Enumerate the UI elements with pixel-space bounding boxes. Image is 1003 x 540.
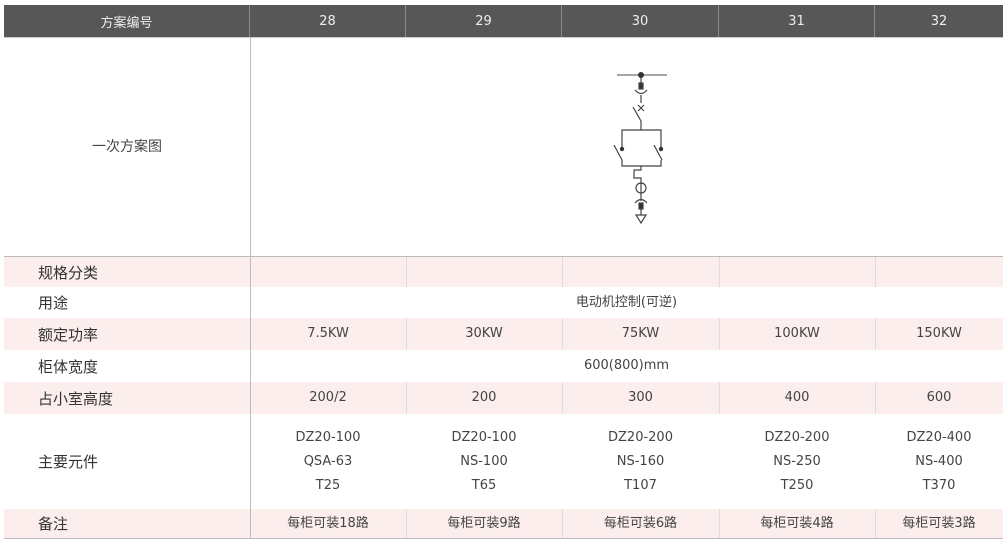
width-value: 600(800)mm — [583, 358, 670, 373]
row-label-spec: 规格分类 — [38, 263, 99, 282]
component: DZ20-400 — [906, 429, 972, 445]
height-value: 300 — [628, 390, 653, 405]
height-value: 600 — [926, 390, 952, 405]
divider — [562, 509, 563, 538]
component: T107 — [624, 477, 657, 493]
component: T370 — [922, 477, 956, 493]
row-label-notes: 备注 — [38, 515, 69, 533]
height-value: 400 — [784, 390, 810, 405]
notes-value: 每柜可装3路 — [902, 515, 976, 531]
component: T25 — [315, 477, 341, 493]
power-value: 75KW — [621, 326, 660, 341]
divider — [406, 509, 407, 538]
row-label-height: 占小室高度 — [38, 389, 114, 408]
header-scheme: 31 — [719, 5, 875, 37]
divider — [406, 318, 407, 350]
usage-value: 电动机控制(可逆) — [575, 294, 678, 310]
height-value: 200/2 — [309, 390, 347, 405]
header-scheme: 32 — [875, 5, 1003, 37]
contactor-2 — [653, 144, 663, 161]
disconnect-arc — [634, 198, 648, 204]
divider — [875, 382, 876, 414]
disconnect-arc — [634, 89, 648, 95]
row-bg — [4, 318, 1003, 350]
component: NS-400 — [915, 453, 963, 469]
power-value: 30KW — [465, 326, 503, 341]
notes-value: 每柜可装6路 — [603, 515, 678, 531]
divider — [562, 382, 563, 414]
divider — [875, 318, 876, 350]
breaker-switch — [632, 106, 642, 122]
component: DZ20-100 — [451, 429, 517, 445]
row-bg — [4, 382, 1003, 414]
divider — [250, 37, 251, 538]
divider — [406, 382, 407, 414]
header-scheme: 30 — [562, 5, 719, 37]
contactor-1 — [613, 144, 623, 161]
notes-value: 每柜可装4路 — [760, 515, 834, 531]
components-cell: DZ20-200 NS-160 T107 — [562, 414, 719, 509]
divider — [875, 509, 876, 538]
divider — [719, 509, 720, 538]
notes-value: 每柜可装9路 — [447, 515, 521, 531]
component: DZ20-200 — [764, 429, 830, 445]
single-line-diagram — [613, 72, 667, 225]
component: T250 — [780, 477, 814, 493]
row-bg — [4, 257, 1003, 287]
component: QSA-63 — [303, 453, 353, 469]
power-value: 7.5KW — [307, 326, 349, 341]
divider — [719, 382, 720, 414]
divider — [4, 538, 1003, 539]
divider — [4, 256, 1003, 257]
row-label-usage: 用途 — [38, 294, 69, 312]
divider — [562, 318, 563, 350]
header-label: 方案编号 — [4, 5, 250, 37]
component: NS-250 — [773, 453, 821, 469]
divider — [719, 318, 720, 350]
header-scheme: 28 — [250, 5, 406, 37]
thermal-relay — [633, 166, 642, 183]
divider — [4, 37, 1003, 38]
component: DZ20-100 — [295, 429, 361, 445]
row-label-width: 柜体宽度 — [38, 357, 99, 376]
divider — [875, 257, 876, 287]
component: T65 — [471, 477, 497, 493]
component: DZ20-200 — [608, 429, 673, 445]
divider — [719, 257, 720, 287]
components-cell: DZ20-100 NS-100 T65 — [406, 414, 562, 509]
header-scheme: 29 — [406, 5, 562, 37]
components-cell: DZ20-200 NS-250 T250 — [719, 414, 875, 509]
cable-terminal — [634, 214, 648, 225]
diagram-row-label: 一次方案图 — [92, 139, 162, 155]
components-cell: DZ20-400 NS-400 T370 — [875, 414, 1003, 509]
height-value: 200 — [471, 390, 497, 405]
divider — [562, 257, 563, 287]
plug-contact — [638, 82, 644, 90]
row-label-power: 额定功率 — [38, 325, 99, 344]
notes-value: 每柜可装18路 — [287, 515, 369, 531]
component: NS-100 — [460, 453, 508, 469]
row-label-components: 主要元件 — [38, 453, 99, 471]
component: NS-160 — [616, 453, 665, 469]
components-cell: DZ20-100 QSA-63 T25 — [250, 414, 406, 509]
power-value: 150KW — [916, 326, 962, 341]
power-value: 100KW — [774, 326, 820, 341]
row-bg — [4, 509, 1003, 538]
divider — [406, 257, 407, 287]
